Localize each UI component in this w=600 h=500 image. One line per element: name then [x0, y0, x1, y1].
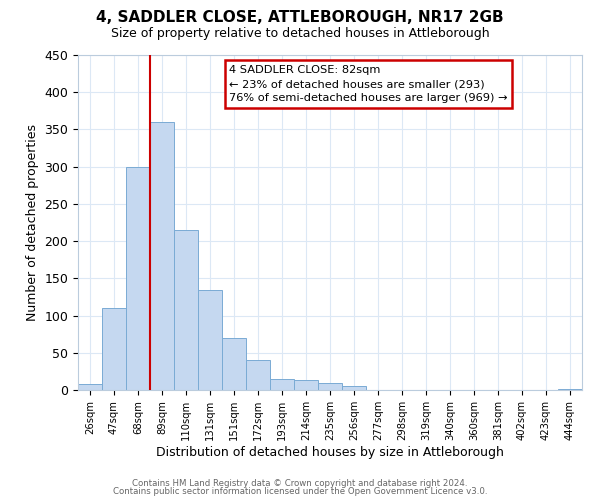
Bar	[246, 360, 270, 390]
Bar	[126, 166, 150, 390]
Bar	[558, 388, 582, 390]
Bar	[174, 230, 198, 390]
Text: Size of property relative to detached houses in Attleborough: Size of property relative to detached ho…	[110, 28, 490, 40]
Bar	[270, 379, 294, 390]
Bar	[294, 380, 318, 390]
Bar	[150, 122, 174, 390]
Text: 4 SADDLER CLOSE: 82sqm
← 23% of detached houses are smaller (293)
76% of semi-de: 4 SADDLER CLOSE: 82sqm ← 23% of detached…	[229, 65, 508, 103]
Bar	[318, 382, 342, 390]
Bar	[222, 338, 246, 390]
Bar	[78, 384, 102, 390]
Bar	[102, 308, 126, 390]
Y-axis label: Number of detached properties: Number of detached properties	[26, 124, 39, 321]
Text: Contains HM Land Registry data © Crown copyright and database right 2024.: Contains HM Land Registry data © Crown c…	[132, 478, 468, 488]
Bar	[342, 386, 366, 390]
Bar	[198, 290, 222, 390]
Text: 4, SADDLER CLOSE, ATTLEBOROUGH, NR17 2GB: 4, SADDLER CLOSE, ATTLEBOROUGH, NR17 2GB	[96, 10, 504, 25]
Text: Contains public sector information licensed under the Open Government Licence v3: Contains public sector information licen…	[113, 487, 487, 496]
X-axis label: Distribution of detached houses by size in Attleborough: Distribution of detached houses by size …	[156, 446, 504, 458]
